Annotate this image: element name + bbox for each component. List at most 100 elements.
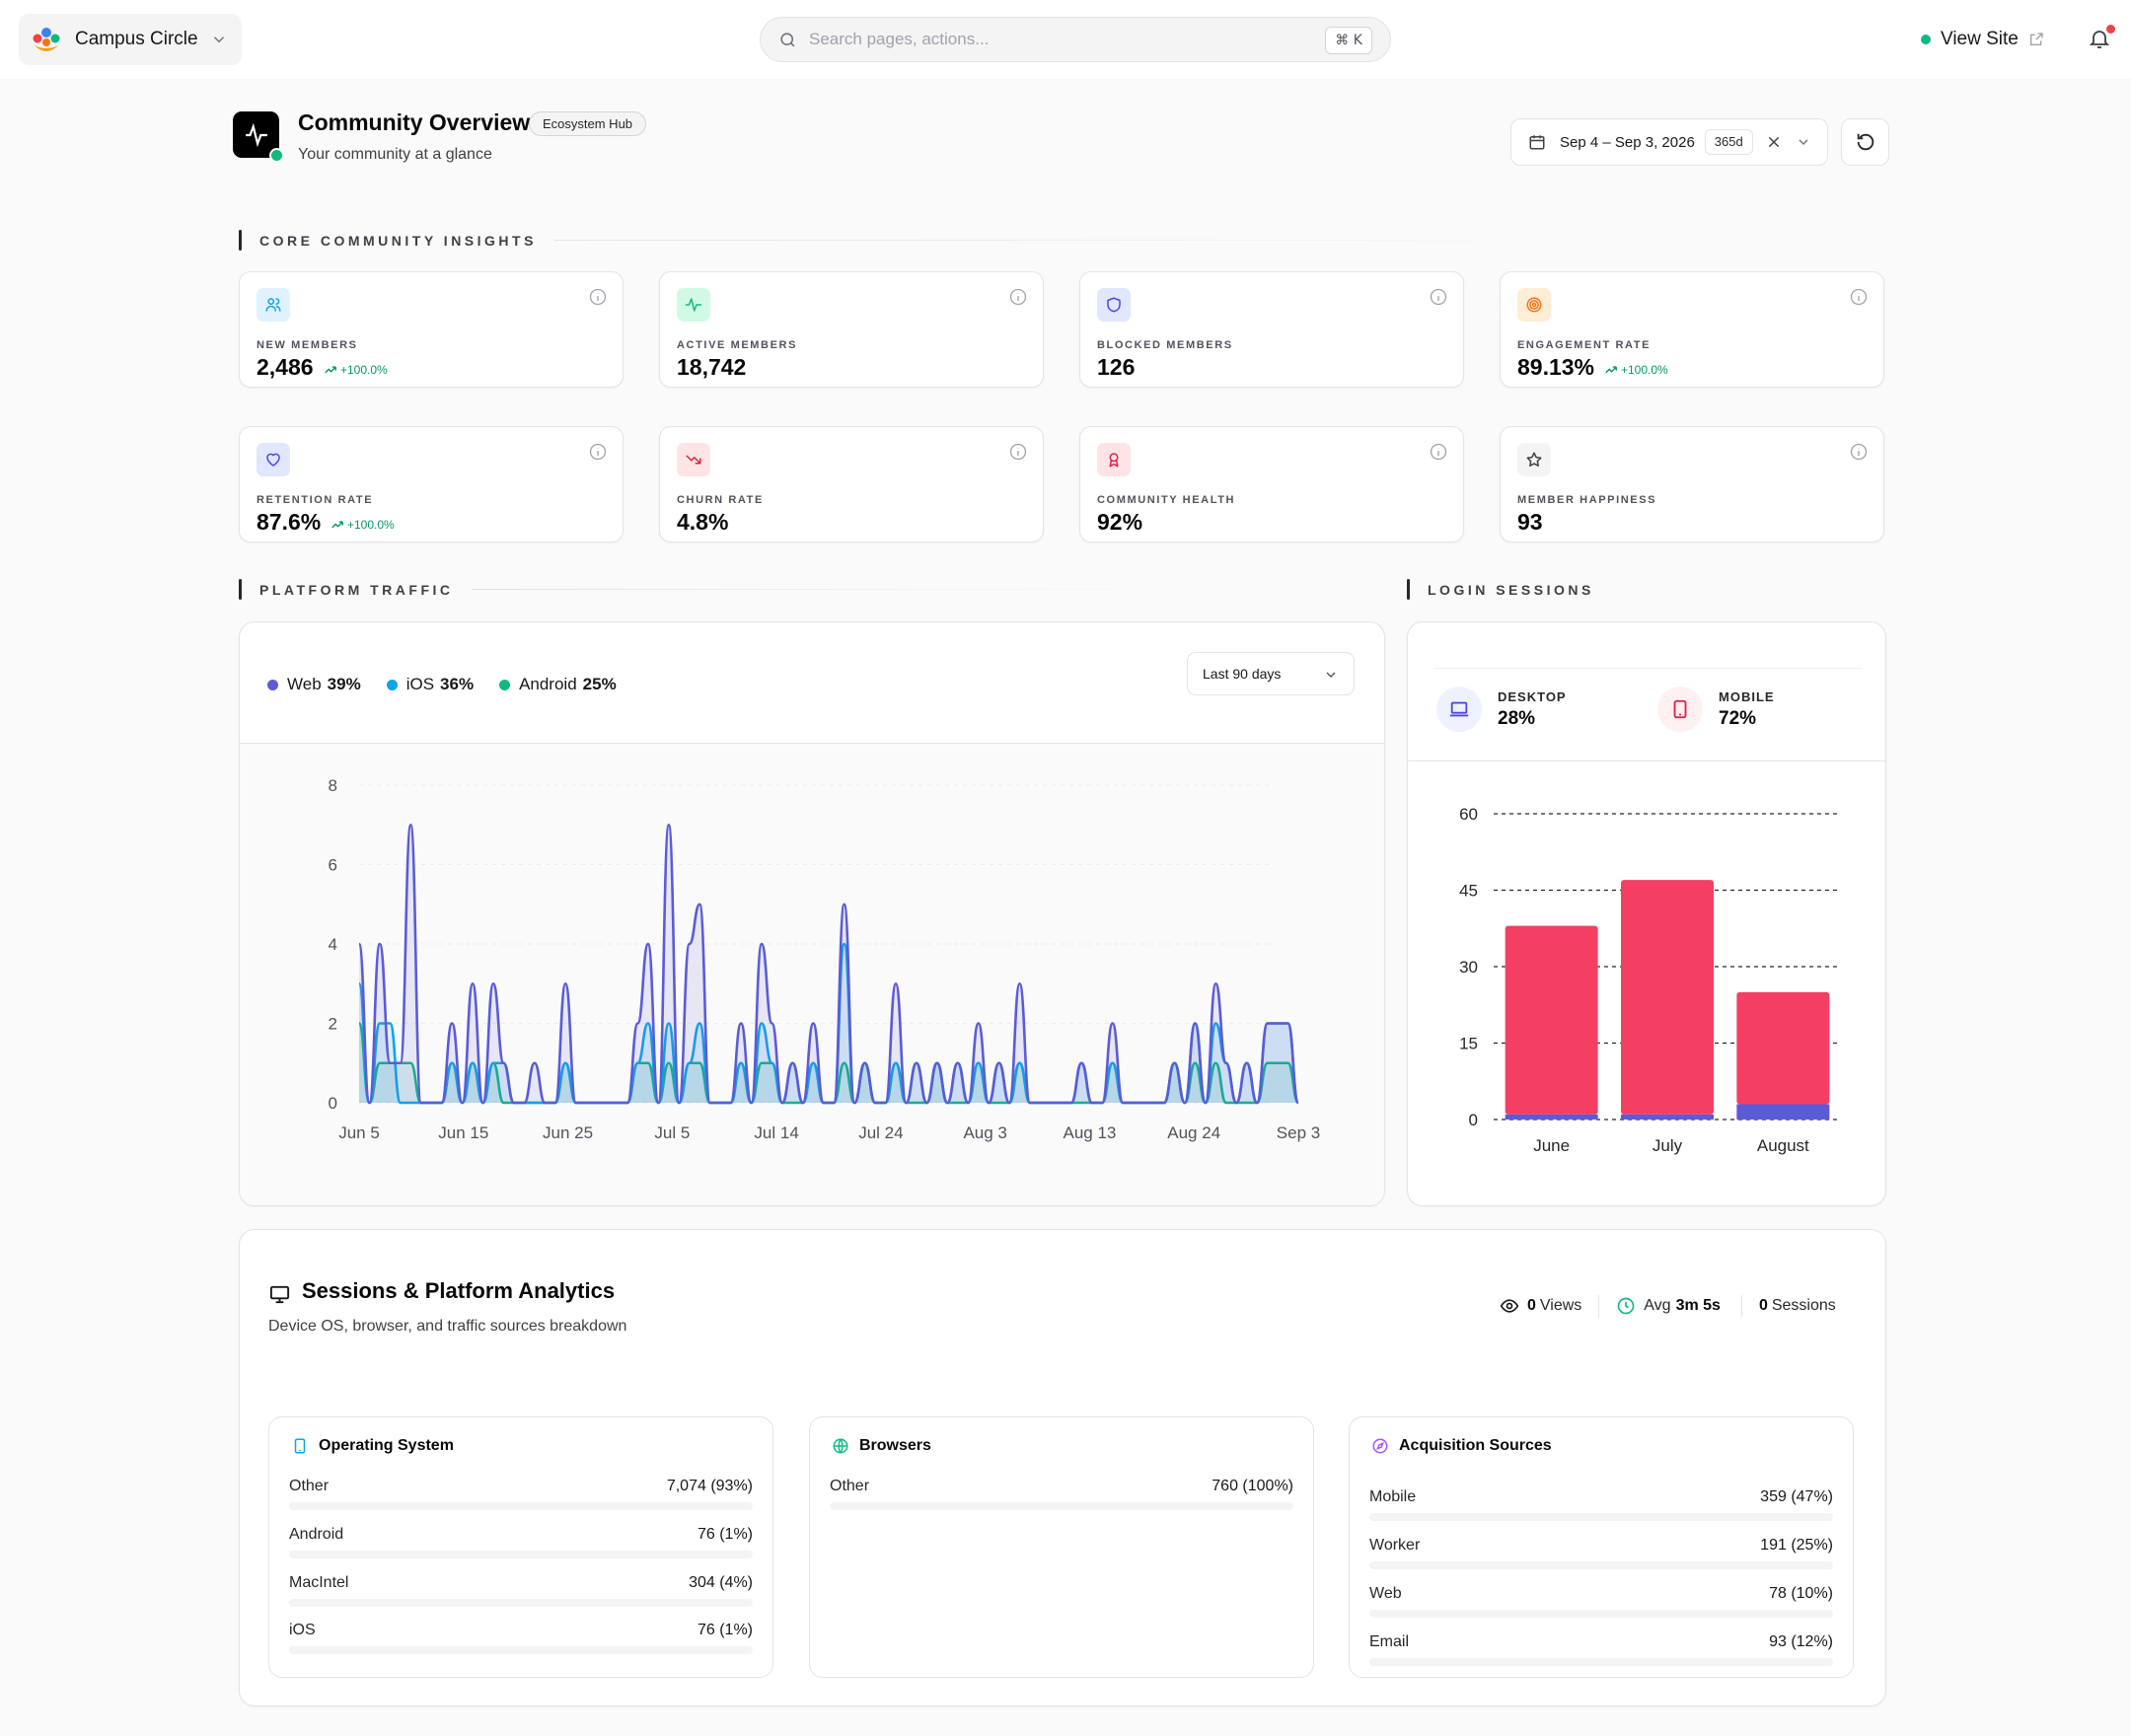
series-area-web — [359, 825, 1298, 1103]
search-input[interactable] — [809, 30, 1283, 49]
breakdown-row-value: 78 (10%) — [1769, 1585, 1833, 1602]
workspace-logo-icon — [33, 28, 60, 51]
kpi-value: 4.8% — [677, 509, 729, 535]
shield-icon — [1097, 288, 1131, 322]
x-tick-label: July — [1653, 1136, 1683, 1155]
chevron-down-icon[interactable] — [1796, 134, 1811, 150]
laptop-icon — [1436, 687, 1482, 732]
chart-area-bg — [240, 743, 1384, 1205]
info-icon[interactable] — [1849, 287, 1869, 307]
legend-item[interactable]: Web 39% — [267, 675, 361, 694]
views-value: 0 — [1527, 1297, 1536, 1314]
info-icon[interactable] — [1429, 287, 1448, 307]
section-accent — [239, 230, 242, 251]
breakdown-row-value: 359 (47%) — [1760, 1488, 1833, 1505]
search-shortcut-badge: ⌘ K — [1325, 27, 1372, 54]
legend-dot — [386, 679, 398, 690]
view-site-label: View Site — [1941, 29, 2019, 49]
series-area-ios — [359, 944, 1298, 1103]
kpi-card: MEMBER HAPPINESS 93 — [1500, 426, 1884, 542]
breakdown-row-name: MacIntel — [289, 1574, 349, 1591]
clock-icon — [1617, 1297, 1635, 1315]
y-tick-label: 6 — [329, 856, 337, 875]
kpi-value: 126 — [1097, 354, 1136, 380]
breakdown-row-value: 760 (100%) — [1212, 1478, 1293, 1494]
kpi-label: ENGAGEMENT RATE — [1517, 339, 1652, 351]
legend-item[interactable]: Android 25% — [499, 675, 617, 694]
kpi-card: ACTIVE MEMBERS 18,742 — [659, 271, 1044, 388]
workspace-name: Campus Circle — [75, 29, 198, 49]
bell-icon[interactable] — [2088, 27, 2111, 50]
y-tick-label: 60 — [1459, 805, 1478, 824]
sessions-label: Sessions — [1771, 1297, 1836, 1314]
online-status-dot — [269, 148, 284, 163]
platform-traffic-panel — [239, 621, 1385, 1206]
analytics-stats: 0 Views Avg 3m 5s 0 Sessions — [1500, 1295, 1836, 1317]
bar-desktop-june — [1505, 1114, 1598, 1120]
y-tick-label: 8 — [329, 776, 337, 795]
date-range-text: Sep 4 – Sep 3, 2026 — [1560, 133, 1695, 151]
series-line-web — [357, 823, 1300, 1105]
breakdown-row-bar — [830, 1502, 1293, 1510]
legend-item[interactable]: iOS 36% — [386, 675, 474, 694]
info-icon[interactable] — [1008, 442, 1028, 462]
kpi-card: CHURN RATE 4.8% — [659, 426, 1044, 542]
kpi-value: 89.13% — [1517, 354, 1595, 380]
info-icon[interactable] — [588, 287, 608, 307]
traffic-line-chart: 0 2 4 6 8 Jun 5 Jun 15 Jun 25 Jul 5 Jul 14 Jul 24 A… — [329, 776, 1321, 1142]
refresh-icon — [1857, 133, 1874, 151]
info-icon[interactable] — [1429, 442, 1448, 462]
chevron-down-icon — [1326, 672, 1336, 678]
external-link-icon — [2029, 33, 2043, 45]
kpi-delta-value: +100.0% — [340, 363, 388, 377]
ecosystem-badge: Ecosystem Hub — [529, 111, 647, 136]
breakdown-card: Acquisition Sources Mobile 359 (47%) Wor… — [1349, 1416, 1854, 1678]
kpi-delta-value: +100.0% — [347, 518, 395, 532]
kpi-label: ACTIVE MEMBERS — [677, 339, 798, 351]
bar-mobile-june — [1505, 925, 1598, 1115]
desktop-value: 28% — [1498, 707, 1536, 729]
info-icon[interactable] — [1008, 287, 1028, 307]
desktop-label: DESKTOP — [1498, 688, 1567, 704]
legend-dot — [499, 679, 511, 690]
heart-icon — [257, 443, 290, 476]
breakdown-row-bar — [1369, 1658, 1833, 1666]
kpi-value: 18,742 — [677, 354, 747, 380]
kpi-card: ENGAGEMENT RATE 89.13% +100.0% — [1500, 271, 1884, 388]
close-icon[interactable] — [1766, 134, 1782, 150]
refresh-button[interactable] — [1841, 118, 1889, 166]
search-icon — [780, 32, 795, 46]
breakdown-row-bar — [1369, 1610, 1833, 1618]
smartphone-icon — [1657, 687, 1703, 732]
info-icon[interactable] — [588, 442, 608, 462]
kpi-label: CHURN RATE — [677, 494, 764, 506]
mobile-value: 72% — [1719, 707, 1757, 729]
target-icon — [1517, 288, 1551, 322]
x-tick-label: Jul 14 — [754, 1123, 798, 1142]
breakdown-row-bar — [289, 1646, 753, 1654]
breakdown-row-bar — [289, 1502, 753, 1510]
section-login-sessions: LOGIN SESSIONS — [1407, 579, 1594, 600]
kpi-card: NEW MEMBERS 2,486 +100.0% — [239, 271, 624, 388]
range-select[interactable]: Last 90 days — [1187, 652, 1355, 695]
kpi-label: NEW MEMBERS — [257, 339, 358, 351]
breakdown-card: Operating System Other 7,074 (93%) Andro… — [268, 1416, 773, 1678]
workspace-switcher[interactable]: Campus Circle — [19, 14, 242, 65]
info-icon[interactable] — [1849, 442, 1869, 462]
section-accent — [1407, 579, 1410, 600]
sessions-stat: 0 Sessions — [1759, 1297, 1836, 1315]
breakdown-row-name: iOS — [289, 1622, 316, 1638]
views-label: Views — [1539, 1297, 1582, 1314]
date-range-picker[interactable]: Sep 4 – Sep 3, 2026 365d — [1510, 118, 1828, 166]
breakdown-row-name: Mobile — [1369, 1488, 1417, 1505]
mobile-share: MOBILE 72% — [1657, 687, 1775, 732]
section-label: PLATFORM TRAFFIC — [259, 581, 454, 598]
kpi-label: MEMBER HAPPINESS — [1517, 494, 1657, 506]
globe-icon — [833, 1438, 848, 1454]
y-tick-label: 0 — [1469, 1111, 1478, 1129]
view-site-link[interactable]: View Site — [1921, 27, 2044, 52]
section-label: LOGIN SESSIONS — [1428, 581, 1594, 598]
breakdown-row-name: Other — [289, 1478, 330, 1494]
x-tick-label: Jul 24 — [858, 1123, 903, 1142]
search-bar[interactable]: ⌘ K — [760, 17, 1391, 62]
